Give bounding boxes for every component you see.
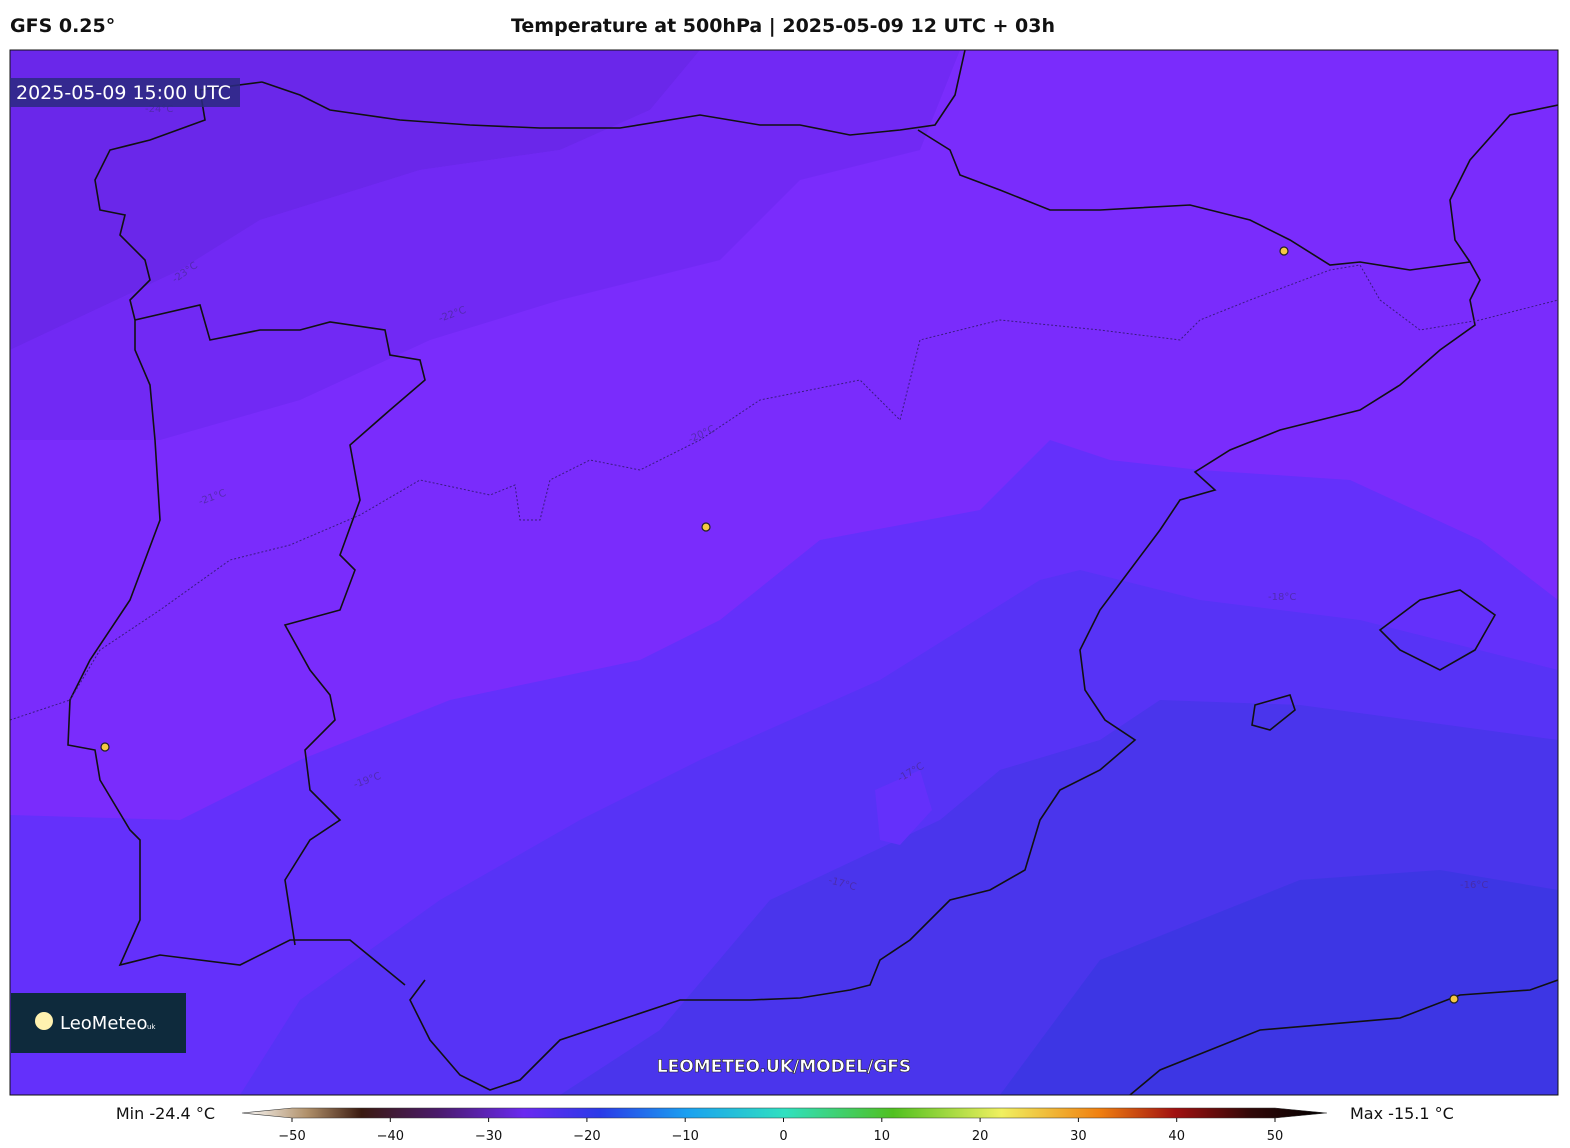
city-marker bbox=[100, 742, 110, 752]
colorbar-tick-label: 20 bbox=[972, 1129, 989, 1144]
city-marker bbox=[1279, 246, 1289, 256]
colorbar-tick-label: 30 bbox=[1070, 1129, 1087, 1144]
colorbar-tick-label: 40 bbox=[1168, 1129, 1185, 1144]
logo-sun bbox=[35, 1012, 53, 1030]
model-name: GFS 0.25° bbox=[10, 15, 115, 37]
coastline bbox=[67, 50, 1558, 1095]
city-markers bbox=[100, 246, 1459, 1004]
contour-label: -24°C bbox=[145, 104, 173, 115]
map-title: Temperature at 500hPa | 2025-05-09 12 UT… bbox=[511, 15, 1055, 37]
city-marker bbox=[701, 522, 711, 532]
contour-line bbox=[10, 264, 1558, 721]
contour-label: -16°C bbox=[1460, 880, 1488, 891]
colorbar-tick-label: −40 bbox=[377, 1129, 404, 1144]
colorbar-tick-label: −20 bbox=[573, 1129, 600, 1144]
colorbar bbox=[241, 1107, 1328, 1119]
logo-suffix: uk bbox=[147, 1023, 156, 1031]
field-band bbox=[10, 50, 700, 350]
colorbar-tick-label: 10 bbox=[874, 1129, 891, 1144]
max-label: Max -15.1 °C bbox=[1350, 1104, 1454, 1123]
colorbar-tick-label: −30 bbox=[475, 1129, 502, 1144]
field-band bbox=[1000, 870, 1558, 1095]
colorbar-tick-label: 0 bbox=[779, 1129, 787, 1144]
min-label: Min -24.4 °C bbox=[116, 1104, 215, 1123]
contour-label: -18°C bbox=[1268, 592, 1296, 603]
logo-text: LeoMeteo bbox=[60, 1013, 148, 1034]
colorbar-tick-label: −10 bbox=[671, 1129, 698, 1144]
time-badge bbox=[10, 78, 240, 107]
field-band bbox=[875, 770, 932, 845]
map-frame bbox=[9, 49, 1559, 1096]
field-band bbox=[10, 50, 960, 440]
colorbar-ticks: −50 −40 −30 −20 −10 0 10 20 30 40 50 bbox=[278, 1118, 1283, 1144]
city-marker bbox=[1449, 994, 1459, 1004]
source-url: LEOMETEO.UK/MODEL/GFS bbox=[657, 1057, 911, 1077]
colorbar-tick-label: −50 bbox=[278, 1129, 305, 1144]
colorbar-tick-label: 50 bbox=[1267, 1129, 1284, 1144]
valid-time: 2025-05-09 15:00 UTC bbox=[16, 82, 231, 104]
map-field: -24°C -23°C -22°C -21°C -20°C -19°C -18°… bbox=[10, 50, 1558, 1095]
